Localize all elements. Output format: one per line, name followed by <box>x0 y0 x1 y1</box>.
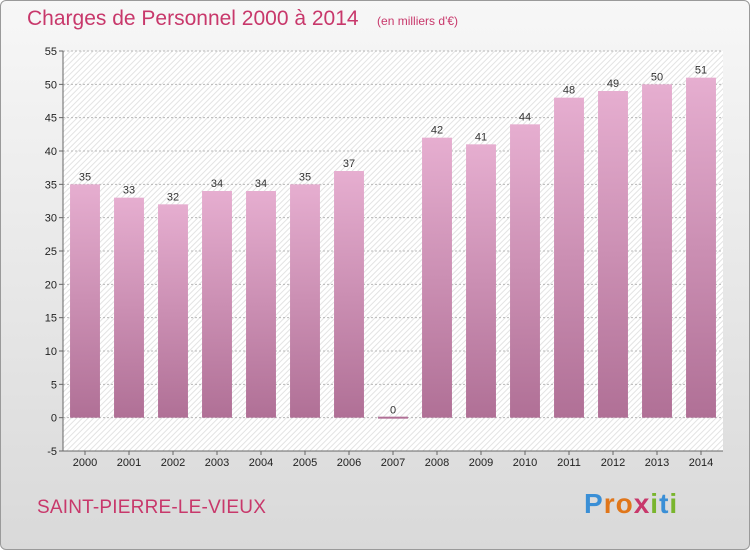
y-tick-label: 35 <box>45 179 57 191</box>
proxiti-logo[interactable]: Proxiti <box>584 488 678 520</box>
y-tick-label: 30 <box>45 213 57 225</box>
y-tick-label: 50 <box>45 79 57 91</box>
y-tick-label: -5 <box>47 446 57 458</box>
bar-2005[interactable] <box>290 184 320 418</box>
y-tick-label: 10 <box>45 346 57 358</box>
bar-2014[interactable] <box>686 77 716 418</box>
x-tick-label: 2013 <box>645 457 669 469</box>
value-label: 44 <box>519 111 531 123</box>
x-tick-label: 2003 <box>205 457 229 469</box>
x-tick-label: 2011 <box>557 457 581 469</box>
logo-letter: r <box>603 488 616 519</box>
logo-letter: x <box>633 488 651 519</box>
x-tick-label: 2008 <box>425 457 449 469</box>
x-tick-label: 2007 <box>381 457 405 469</box>
value-label: 51 <box>695 65 707 77</box>
x-tick-label: 2005 <box>293 457 317 469</box>
value-label: 50 <box>651 71 663 83</box>
x-tick-label: 2010 <box>513 457 537 469</box>
x-tick-label: 2014 <box>689 457 713 469</box>
value-label: 0 <box>390 405 396 417</box>
logo-letter: o <box>615 488 634 519</box>
chart-title-text: Charges de Personnel 2000 à 2014 <box>27 7 359 30</box>
y-tick-label: 15 <box>45 313 57 325</box>
bar-2004[interactable] <box>246 191 276 418</box>
bar-2011[interactable] <box>554 97 584 418</box>
y-tick-label: 5 <box>51 379 57 391</box>
chart-title: Charges de Personnel 2000 à 2014 (en mil… <box>27 7 458 31</box>
bar-2010[interactable] <box>510 124 540 418</box>
x-tick-label: 2000 <box>73 457 97 469</box>
y-tick-label: 55 <box>45 46 57 58</box>
value-label: 32 <box>167 191 179 203</box>
bar-2007[interactable] <box>378 416 408 419</box>
logo-letter: i <box>669 488 679 519</box>
bar-2009[interactable] <box>466 144 496 418</box>
value-label: 37 <box>343 158 355 170</box>
value-label: 49 <box>607 78 619 90</box>
y-tick-label: 45 <box>45 113 57 125</box>
y-tick-label: 25 <box>45 246 57 258</box>
value-label: 42 <box>431 125 443 137</box>
x-tick-label: 2001 <box>117 457 141 469</box>
value-label: 48 <box>563 85 575 97</box>
bar-2012[interactable] <box>598 91 628 418</box>
bar-2000[interactable] <box>70 184 100 418</box>
y-tick-label: 40 <box>45 146 57 158</box>
bar-2002[interactable] <box>158 204 188 418</box>
value-label: 33 <box>123 185 135 197</box>
x-tick-label: 2004 <box>249 457 273 469</box>
bar-2013[interactable] <box>642 84 672 418</box>
y-tick-label: 0 <box>51 413 57 425</box>
x-tick-label: 2006 <box>337 457 361 469</box>
value-label: 41 <box>475 131 487 143</box>
logo-letter: i <box>650 488 660 519</box>
x-tick-label: 2002 <box>161 457 185 469</box>
x-tick-label: 2009 <box>469 457 493 469</box>
chart-unit-text: (en milliers d'€) <box>377 14 459 28</box>
bar-2006[interactable] <box>334 171 364 418</box>
bar-2008[interactable] <box>422 137 452 418</box>
value-label: 34 <box>211 178 223 190</box>
commune-name: SAINT-PIERRE-LE-VIEUX <box>37 497 267 518</box>
value-label: 35 <box>299 171 311 183</box>
value-label: 34 <box>255 178 267 190</box>
y-tick-label: 20 <box>45 279 57 291</box>
value-label: 35 <box>79 171 91 183</box>
bar-2001[interactable] <box>114 197 144 418</box>
x-tick-label: 2012 <box>601 457 625 469</box>
logo-letter: t <box>659 488 670 519</box>
logo-letter: P <box>584 488 604 519</box>
bar-2003[interactable] <box>202 191 232 418</box>
